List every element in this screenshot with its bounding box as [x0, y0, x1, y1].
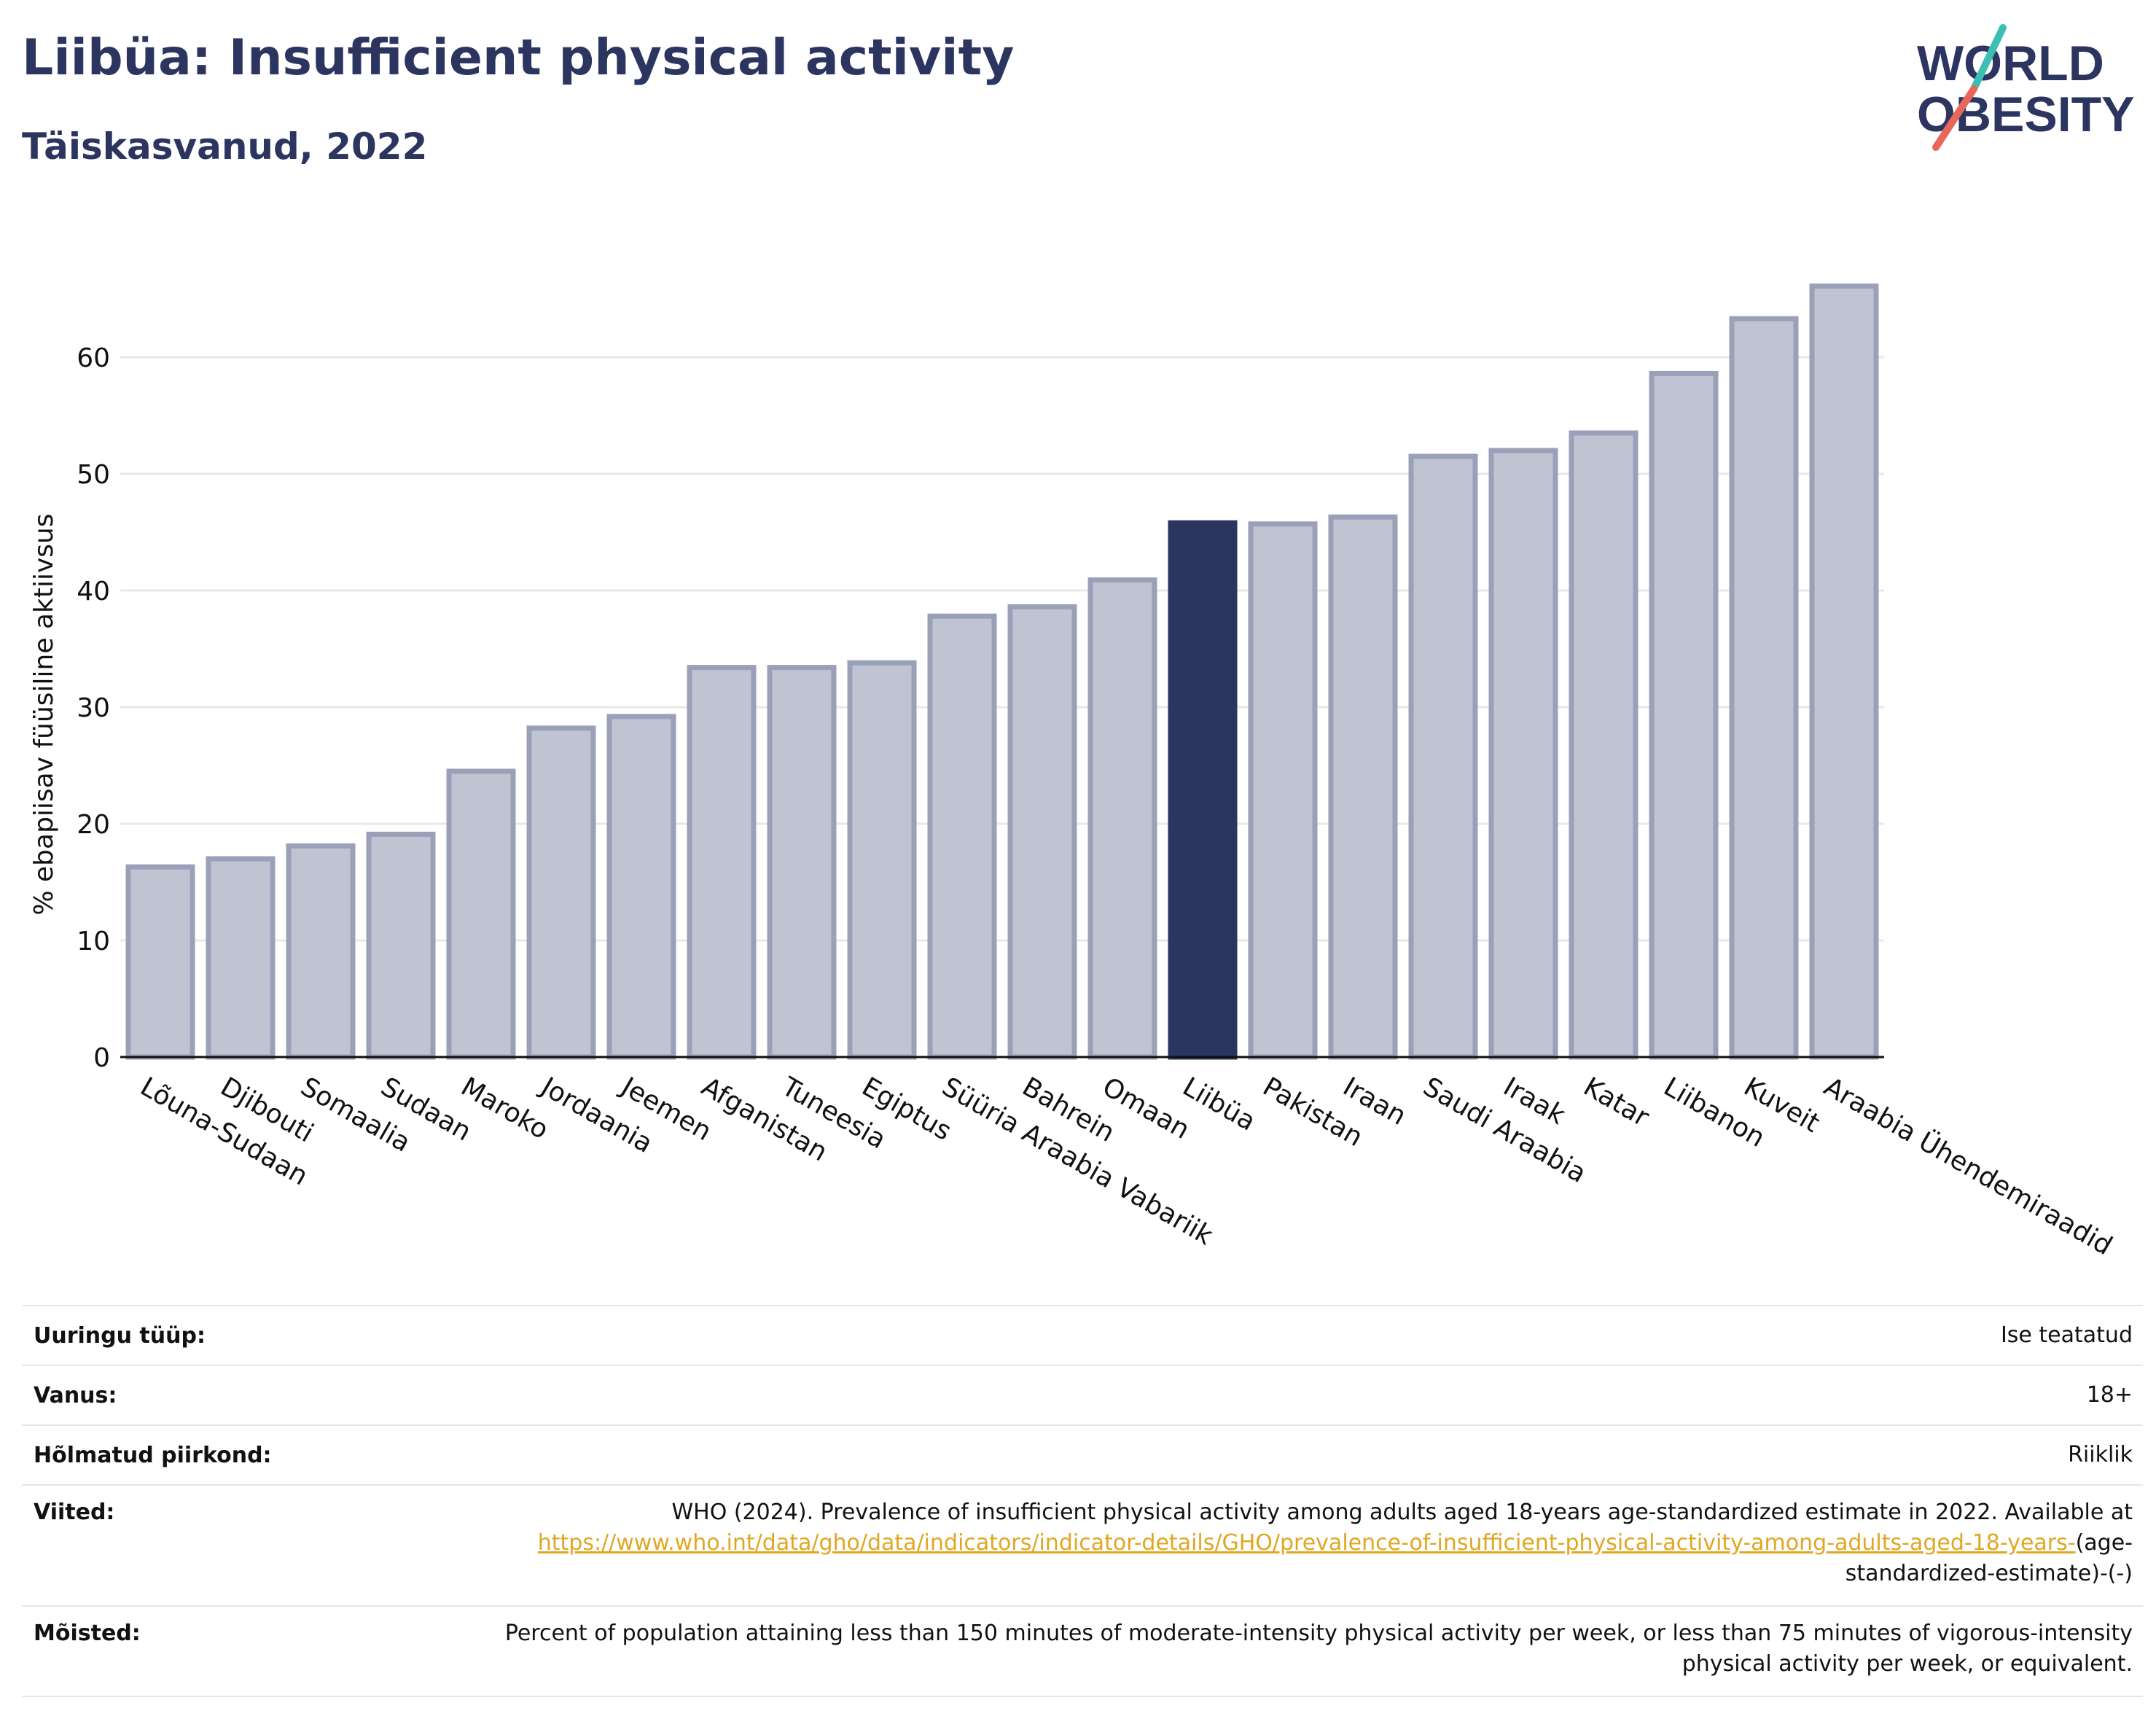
region-value: Riiklik: [2068, 1442, 2133, 1467]
references-value: WHO (2024). Prevalence of insufficient p…: [456, 1497, 2143, 1589]
chart-subtitle: Täiskasvanud, 2022: [22, 125, 428, 168]
y-tick-label: 30: [77, 693, 110, 723]
x-tick-label: Katar: [1579, 1072, 1655, 1133]
logo-slash-teal: [1970, 24, 2007, 93]
references-label: Viited:: [34, 1500, 115, 1525]
logo-text-world: WORLD: [1917, 36, 2104, 91]
bar-tuneesia: [767, 665, 837, 1060]
bar-süüria-araabia-vabariik: [927, 613, 997, 1060]
y-tick-label: 40: [77, 577, 110, 607]
y-tick-label: 60: [77, 343, 110, 373]
region-label: Hõlmatud piirkond:: [34, 1442, 272, 1468]
bar-afganistan: [687, 665, 757, 1060]
survey-type-label: Uuringu tüüp:: [34, 1322, 206, 1349]
y-tick-label: 10: [77, 927, 110, 956]
bar-saudi-araabia: [1408, 453, 1478, 1060]
x-axis-ticks: Lõuna-SudaanDjiboutiSomaaliaSudaanMaroko…: [136, 1071, 2118, 1261]
x-tick-label: Maroko: [456, 1072, 554, 1145]
bar-lõuna-sudaan: [125, 864, 195, 1060]
references-link[interactable]: https://www.who.int/data/gho/data/indica…: [537, 1530, 2076, 1556]
meta-row-age: Vanus: 18+: [22, 1365, 2143, 1424]
survey-type-value: Ise teatatud: [2000, 1322, 2133, 1348]
meta-row-references: Viited: WHO (2024). Prevalence of insuff…: [22, 1484, 2143, 1605]
y-axis-ticks: 0 10 20 30 40 50 60: [77, 343, 110, 1073]
references-text: WHO (2024). Prevalence of insufficient p…: [671, 1500, 2133, 1525]
bar-katar: [1569, 430, 1639, 1060]
chart-title: Liibüa: Insufficient physical activity: [22, 29, 1015, 87]
age-label: Vanus:: [34, 1382, 117, 1408]
bar-liibanon: [1649, 370, 1719, 1060]
bar-djibouti: [206, 856, 276, 1060]
bar-iraan: [1328, 514, 1398, 1060]
x-tick-label: Araabia Ühendemiraadid: [1819, 1071, 2118, 1261]
age-value: 18+: [2086, 1382, 2133, 1408]
bar-liibüa: [1168, 520, 1238, 1060]
logo-slash-coral: [1932, 85, 1977, 151]
meta-row-region: Hõlmatud piirkond: Riiklik: [22, 1424, 2143, 1484]
bar-kuveit: [1729, 316, 1799, 1060]
bar-maroko: [446, 768, 516, 1060]
definitions-value: Percent of population attaining less tha…: [504, 1621, 2133, 1677]
metadata-table: Uuringu tüüp: Ise teatatud Vanus: 18+ Hõ…: [22, 1305, 2143, 1697]
bar-pakistan: [1248, 521, 1318, 1060]
y-tick-label: 50: [77, 460, 110, 490]
y-tick-label: 20: [77, 810, 110, 840]
definitions-label: Mõisted:: [34, 1621, 141, 1646]
meta-row-definitions: Mõisted: Percent of population attaining…: [22, 1605, 2143, 1697]
bar-chart: 0 10 20 30 40 50 60 Lõuna-SudaanDjiboutiSomaal…: [29, 283, 2118, 1261]
meta-row-survey-type: Uuringu tüüp: Ise teatatud: [22, 1305, 2143, 1365]
bar-somaalia: [286, 843, 356, 1060]
bar-egiptus: [847, 660, 917, 1060]
world-obesity-logo: WORLD OBESITY: [1917, 24, 2135, 151]
bar-omaan: [1087, 577, 1157, 1060]
y-tick-label: 0: [93, 1043, 110, 1073]
bar-sudaan: [366, 831, 436, 1060]
logo-text-obesity: OBESITY: [1917, 87, 2135, 142]
bar-bahrein: [1007, 604, 1077, 1060]
y-axis-label: % ebapiisav füüsiline aktiivsus: [29, 513, 59, 915]
references-suffix: (age-standardized-estimate)-(-): [1845, 1530, 2133, 1586]
bar-araabia-ühendemiraadid: [1809, 283, 1879, 1060]
bar-jordaania: [526, 725, 596, 1060]
bar-iraak: [1488, 448, 1558, 1060]
bar-jeemen: [606, 714, 676, 1060]
